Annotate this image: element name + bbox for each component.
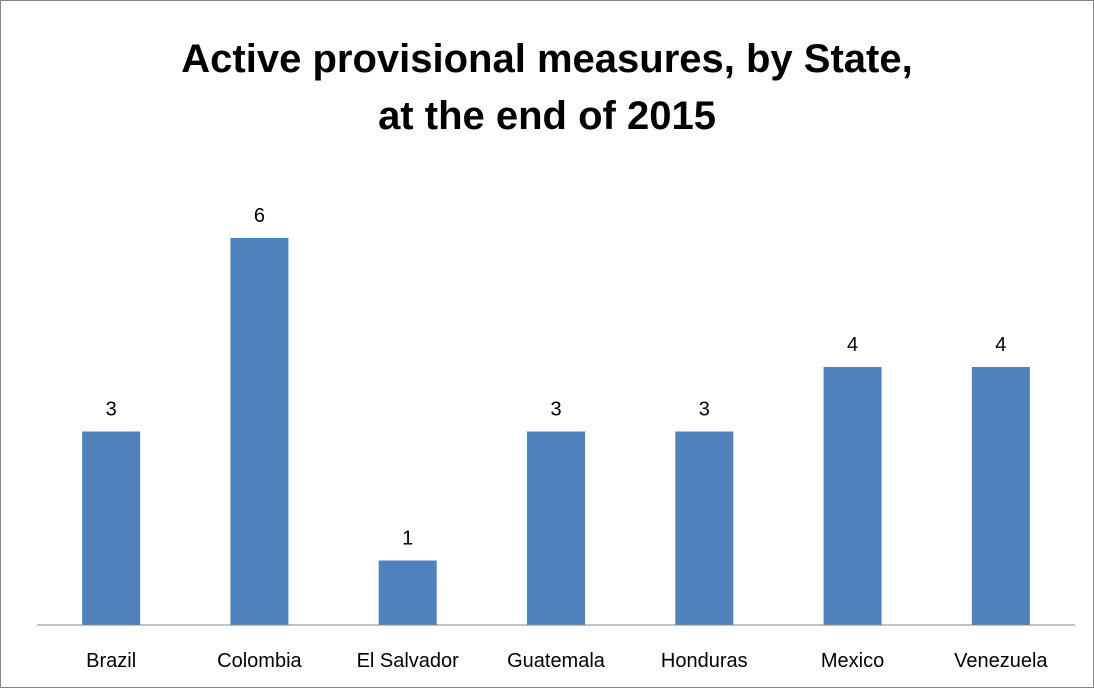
chart-title-line-2: at the end of 2015: [378, 94, 716, 138]
data-label: 6: [254, 205, 265, 227]
x-tick-label: Brazil: [86, 650, 136, 672]
x-tick-label: El Salvador: [357, 650, 460, 672]
x-tick-label: Colombia: [217, 650, 302, 672]
x-tick-label: Honduras: [661, 650, 748, 672]
data-label: 3: [106, 399, 117, 421]
x-tick-label: Mexico: [821, 650, 884, 672]
data-label: 3: [550, 399, 561, 421]
data-label: 1: [402, 528, 413, 550]
chart-title: Active provisional measures, by State, a…: [1, 31, 1093, 145]
bar: [527, 431, 585, 625]
data-label: 4: [847, 334, 858, 356]
bar: [971, 367, 1030, 625]
x-tick-label: Venezuela: [954, 650, 1048, 672]
data-label: 4: [995, 334, 1006, 356]
data-label: 3: [699, 399, 710, 421]
bar: [230, 238, 289, 625]
bar: [82, 431, 141, 625]
x-tick-label: Guatemala: [507, 650, 606, 672]
bar: [378, 560, 437, 625]
bar: [675, 431, 734, 625]
chart-title-line-1: Active provisional measures, by State,: [181, 37, 913, 81]
bar: [823, 367, 882, 625]
